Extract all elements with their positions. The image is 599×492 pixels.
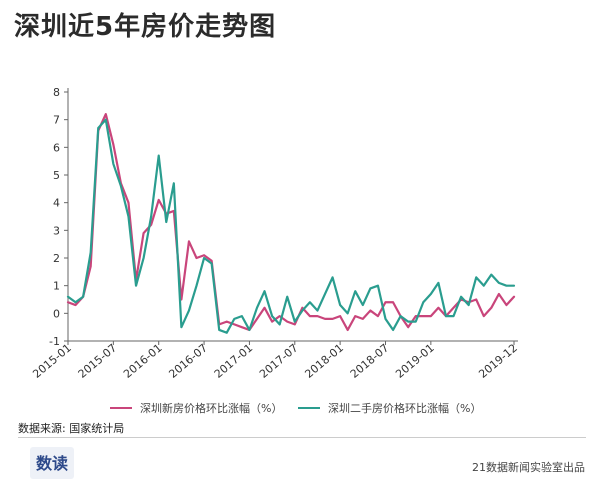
y-tick-label: 8	[53, 86, 60, 99]
legend-label-second: 深圳二手房价格环比涨幅（%）	[328, 402, 482, 415]
line-chart: -1 0 1 2 3 4 5 6 7 8 2015-01 2015-07 2016-01 2016-07…	[30, 86, 520, 381]
legend-swatch-second	[298, 407, 320, 409]
x-tick-label: 2015-07	[76, 341, 120, 381]
y-axis: -1 0 1 2 3 4 5 6 7 8	[49, 86, 69, 348]
x-tick-label: 2019-01	[393, 341, 437, 381]
x-tick-label: 2019-12	[476, 341, 520, 381]
brand-logo-text: 数读	[36, 454, 68, 473]
x-tick-label: 2016-01	[121, 341, 165, 381]
series-line-new	[66, 113, 516, 332]
legend-item-second: 深圳二手房价格环比涨幅（%）	[298, 400, 481, 416]
x-axis: 2015-01 2015-07 2016-01 2016-07 2017-01 2017-…	[30, 340, 520, 381]
y-tick-label: 7	[53, 114, 60, 127]
footer-divider	[18, 437, 586, 438]
credit-text: 21数据新闻实验室出品	[472, 461, 585, 474]
legend-item-new: 深圳新房价格环比涨幅（%）	[110, 400, 282, 416]
series-line-second	[66, 118, 516, 334]
y-tick-label: 0	[53, 307, 60, 320]
data-source: 数据来源: 国家统计局	[18, 422, 125, 435]
brand-logo: 数读	[30, 447, 74, 479]
y-tick-label: 3	[53, 224, 60, 237]
legend: 深圳新房价格环比涨幅（%） 深圳二手房价格环比涨幅（%）	[0, 400, 599, 420]
legend-swatch-new	[110, 407, 132, 409]
y-tick-label: 2	[53, 252, 60, 265]
x-tick-label: 2017-01	[212, 341, 256, 381]
legend-label-new: 深圳新房价格环比涨幅（%）	[140, 402, 283, 415]
chart-title: 深圳近5年房价走势图	[14, 12, 277, 42]
y-tick-label: 5	[53, 169, 60, 182]
y-tick-label: 6	[53, 141, 60, 154]
x-tick-label: 2018-07	[348, 341, 392, 381]
y-tick-label: 1	[53, 280, 60, 293]
x-tick-label: 2018-01	[302, 341, 346, 381]
x-tick-label: 2016-07	[166, 341, 210, 381]
y-tick-label: -1	[49, 335, 60, 348]
series-layer	[66, 113, 516, 334]
x-tick-label: 2017-07	[257, 341, 301, 381]
y-tick-label: 4	[53, 197, 60, 210]
